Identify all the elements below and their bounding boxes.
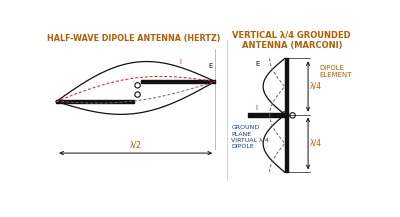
Text: I: I xyxy=(179,59,181,65)
Text: E: E xyxy=(255,61,259,67)
Text: λ/2: λ/2 xyxy=(129,140,141,149)
Text: λ/4: λ/4 xyxy=(310,82,322,91)
Text: DIPOLE
ELEMENT: DIPOLE ELEMENT xyxy=(319,64,352,78)
Text: I: I xyxy=(256,105,258,111)
Text: E: E xyxy=(208,63,213,69)
Text: HALF-WAVE DIPOLE ANTENNA (HERTZ): HALF-WAVE DIPOLE ANTENNA (HERTZ) xyxy=(47,34,220,43)
Text: VERTICAL λ/4 GROUNDED
ANTENNA (MARCONI): VERTICAL λ/4 GROUNDED ANTENNA (MARCONI) xyxy=(232,31,351,50)
Text: λ/4: λ/4 xyxy=(310,139,322,148)
Text: GROUND
PLANE
VIRTUAL λ/4
DIPOLE: GROUND PLANE VIRTUAL λ/4 DIPOLE xyxy=(231,125,269,149)
